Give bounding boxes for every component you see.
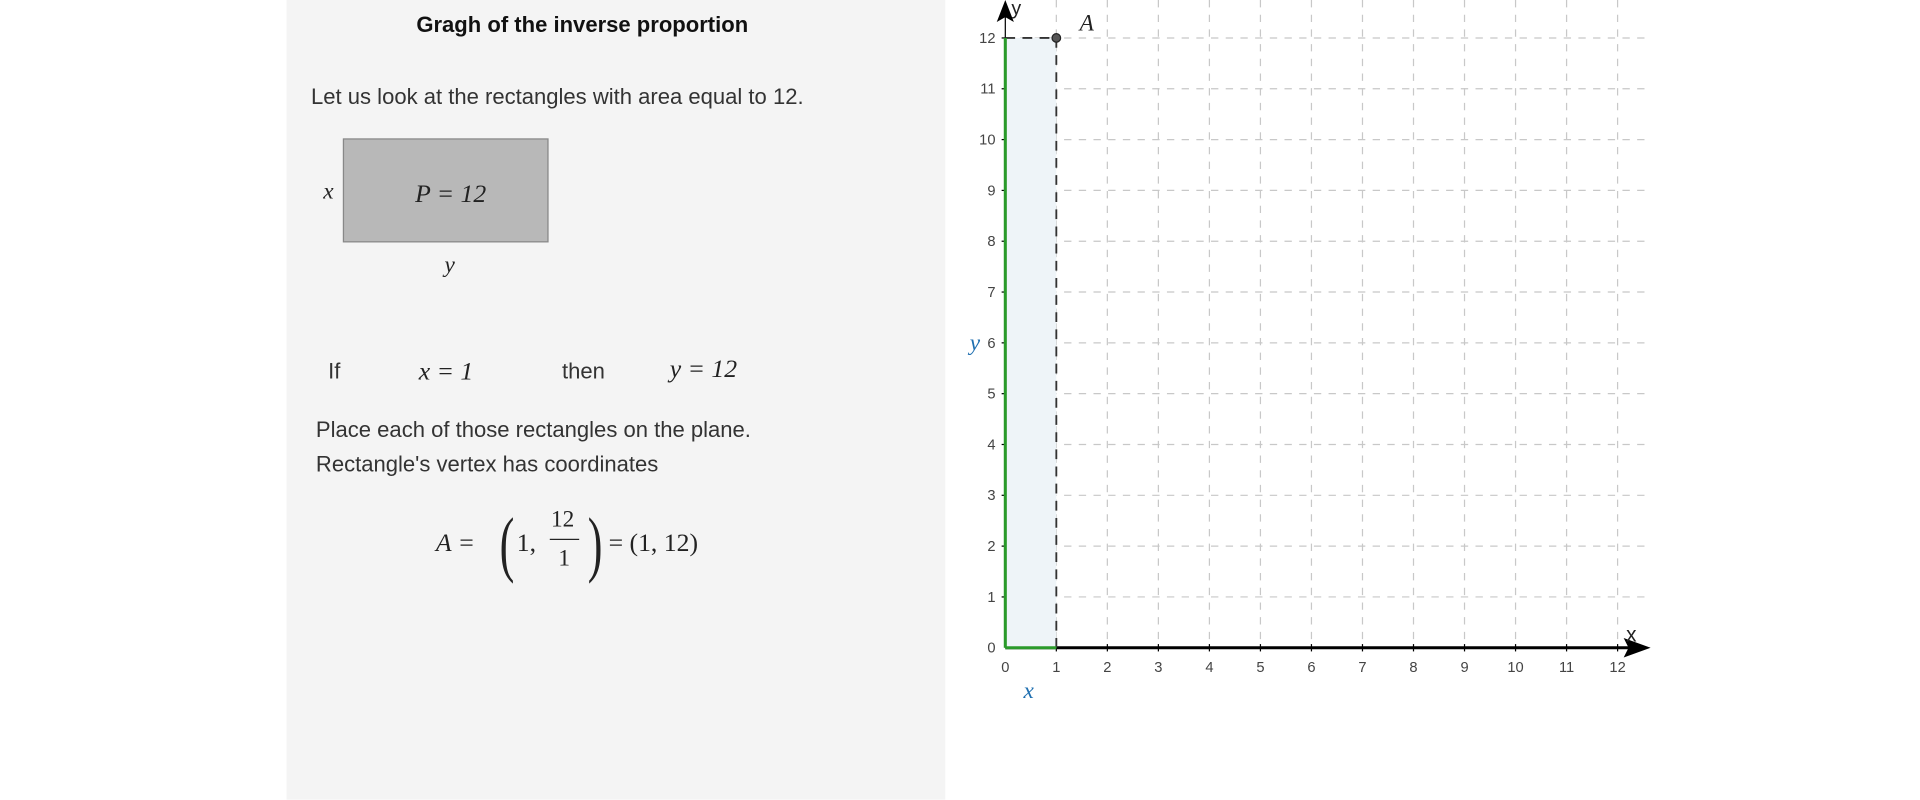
y-axis-label: y (1011, 0, 1021, 20)
y-axis-arrow-icon (996, 0, 1014, 23)
x-tick-label: 6 (1307, 660, 1315, 676)
x-tick-label: 11 (1559, 660, 1574, 676)
x-tick-label: 7 (1358, 660, 1366, 676)
x-axis-arrow-icon (1623, 637, 1651, 658)
intro-text: Let us look at the rectangles with area … (311, 84, 804, 109)
page-title: Gragh of the inverse proportion (416, 12, 749, 37)
x-tick-label: 9 (1460, 660, 1468, 676)
formula-rhs: = (1, 12) (608, 527, 699, 558)
rectangle-side-x-label: x (1022, 678, 1034, 704)
y-tick-label: 4 (987, 437, 995, 453)
x-tick-label: 4 (1205, 660, 1213, 676)
formula-paren-close: ) (587, 503, 603, 585)
rect-side-x-label: x (323, 178, 334, 205)
formula-denominator: 1 (558, 546, 571, 572)
x-tick-label: 2 (1103, 660, 1111, 676)
instruction-line-2: Rectangle's vertex has coordinates (315, 451, 659, 477)
y-tick-label: 11 (980, 82, 995, 98)
x-tick-label: 3 (1154, 660, 1162, 676)
rect-side-y-label: y (444, 252, 455, 278)
x-tick-label: 5 (1256, 660, 1264, 676)
point-label: A (1078, 11, 1095, 37)
y-tick-label: 1 (987, 590, 995, 606)
x-tick-label: 12 (1609, 660, 1625, 676)
example-rectangle: P = 12 (342, 138, 549, 243)
formula-paren-open: ( (499, 503, 515, 585)
fraction-bar (549, 538, 580, 541)
y-tick-label: 8 (987, 234, 995, 250)
y-tick-label: 5 (987, 387, 995, 403)
rectangle-side-y-label: y (968, 330, 981, 356)
x-equation: x = 1 (418, 356, 474, 386)
then-label: then (562, 358, 605, 384)
y-tick-label: 12 (979, 31, 995, 47)
y-tick-label: 7 (987, 285, 995, 301)
y-tick-label: 3 (987, 488, 995, 504)
instruction-line-1: Place each of those rectangles on the pl… (315, 417, 751, 443)
y-tick-label: 6 (987, 336, 995, 352)
x-tick-label: 10 (1507, 660, 1523, 676)
rectangle-fill (1005, 37, 1057, 648)
lesson-panel: Gragh of the inverse proportion Let us l… (286, 0, 946, 800)
y-equation: y = 12 (669, 353, 738, 384)
x-tick-label: 0 (1001, 660, 1009, 676)
x-tick-label: 1 (1052, 660, 1060, 676)
y-tick-label: 10 (979, 132, 995, 148)
point-A (1051, 33, 1062, 43)
x-axis-label: x (1626, 624, 1637, 647)
formula-numerator: 12 (551, 506, 575, 533)
y-tick-label: 2 (987, 539, 995, 555)
formula-one: 1, (516, 527, 537, 558)
rect-area-label: P = 12 (415, 178, 487, 209)
if-label: If (328, 358, 341, 384)
x-tick-label: 8 (1409, 660, 1417, 676)
formula-lhs: A = (435, 527, 475, 558)
y-tick-label: 0 (987, 641, 995, 657)
y-tick-label: 9 (987, 183, 995, 199)
